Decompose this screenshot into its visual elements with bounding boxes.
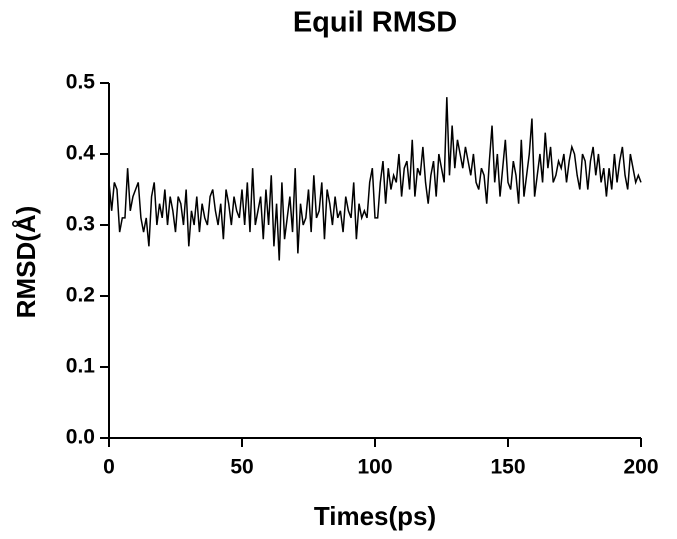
y-tick-label: 0.5	[66, 71, 96, 94]
y-tick-label: 0.0	[66, 426, 95, 449]
y-tick-label: 0.1	[66, 355, 96, 378]
x-tick-label: 200	[623, 456, 658, 479]
data-line	[108, 97, 642, 261]
y-tick-label: 0.4	[66, 142, 96, 165]
x-tick-label: 150	[490, 456, 525, 479]
x-axis-label: Times(ps)	[314, 501, 436, 531]
chart-title: Equil RMSD	[293, 7, 457, 39]
x-tick-label: 50	[230, 456, 253, 479]
x-tick-label: 0	[103, 456, 115, 479]
y-tick-label: 0.2	[66, 284, 95, 307]
x-tick-label: 100	[357, 456, 392, 479]
y-tick-label: 0.3	[66, 213, 95, 236]
y-axis-label: RMSD(Å)	[11, 206, 41, 319]
